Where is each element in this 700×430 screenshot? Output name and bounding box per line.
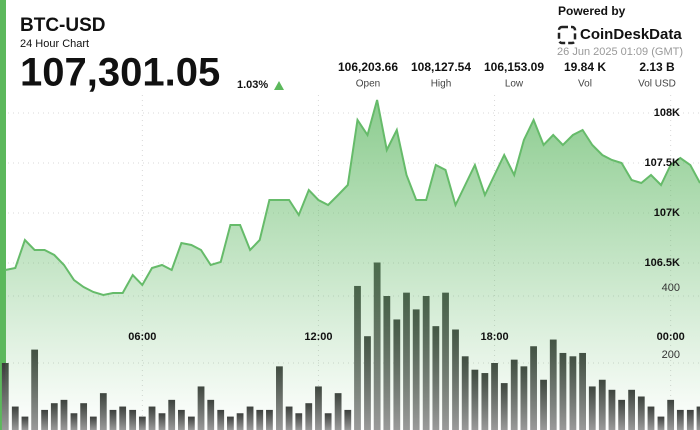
y-tick-label: 108K	[654, 107, 680, 119]
stat-value: 106,153.09	[484, 60, 544, 74]
x-tick-label: 18:00	[480, 331, 508, 343]
stat-value: 106,203.66	[338, 60, 398, 74]
accent-bar	[0, 0, 6, 430]
subtitle: 24 Hour Chart	[20, 38, 89, 50]
stat-label: Vol USD	[638, 79, 676, 90]
up-arrow	[274, 81, 284, 90]
stat-value: 108,127.54	[411, 60, 471, 74]
plot: 106.5K 107K 107.5K 108K 200 400 06:00 12:00 18:0…	[1, 95, 700, 430]
stat-value: 19.84 K	[564, 60, 606, 74]
brand-logo	[557, 25, 577, 45]
y2-tick-label: 400	[662, 282, 680, 294]
change: 1.03%	[237, 79, 268, 91]
y2-tick-label: 200	[662, 349, 680, 361]
powered-by: Powered by	[558, 4, 626, 18]
timestamp: 26 Jun 2025 01:09 (GMT)	[557, 46, 683, 58]
x-tick-label: 12:00	[304, 331, 332, 343]
stats: 106,203.66 Open 108,127.54 High 106,153.09 Lo…	[338, 60, 676, 89]
volume-bar	[1, 363, 9, 430]
y-tick-label: 107.5K	[645, 157, 681, 169]
y-tick-label: 106.5K	[645, 257, 681, 269]
title: BTC-USD	[20, 15, 106, 36]
y-tick-label: 107K	[654, 207, 680, 219]
price: 107,301.05	[20, 51, 220, 95]
brand: CoinDeskData	[580, 26, 682, 43]
stat-label: High	[431, 79, 452, 90]
stat-value: 2.13 B	[639, 60, 675, 74]
stat-label: Vol	[578, 79, 592, 90]
stat-label: Open	[356, 79, 380, 90]
x-tick-label: 00:00	[657, 331, 685, 343]
price-line	[5, 99, 700, 297]
price-area	[5, 100, 700, 430]
x-tick-label: 06:00	[128, 331, 156, 343]
stat-label: Low	[505, 79, 524, 90]
